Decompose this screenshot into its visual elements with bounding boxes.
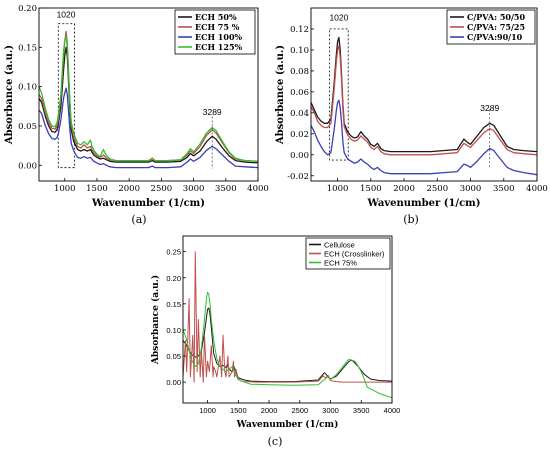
x-tick-label: 1500 (360, 184, 382, 194)
y-tick-label: 0.10 (290, 46, 309, 56)
x-tick-label: 3500 (215, 184, 237, 194)
x-tick-label: 2500 (426, 184, 448, 194)
x-tick-label: 2000 (261, 406, 278, 415)
series-line-ech-100- (39, 87, 258, 169)
legend-entry: C/PVA:90/10 (467, 32, 523, 42)
y-tick-label: 0.15 (166, 300, 181, 309)
y-tick-label: 0.15 (18, 43, 37, 53)
legend-entry: C/PVA: 50/50 (467, 12, 525, 22)
series-line-ech-125- (39, 34, 258, 162)
y-tick-label: 0.05 (18, 122, 37, 132)
legend-entry: ECH (Crosslinker) (324, 250, 385, 259)
peak-annotation: 1020 (329, 13, 348, 23)
panel-b-caption: (b) (403, 213, 419, 226)
x-tick-label: 1000 (327, 184, 349, 194)
plot-frame (182, 235, 393, 404)
x-tick-label: 1000 (199, 406, 216, 415)
y-tick-label: 0.08 (290, 67, 309, 77)
series-line-c-pva-75-25 (311, 45, 537, 156)
peak-highlight-box (57, 23, 75, 169)
plot-frame (38, 7, 259, 182)
legend-entry: C/PVA: 75/25 (467, 22, 525, 32)
y-tick-label: 0.06 (290, 88, 309, 98)
panel-b-chart: 1020 3289 1000 1500 2000 2500 3000 3500 4000 -0.0… (275, 7, 548, 209)
y-tick-label: 0.20 (166, 274, 181, 283)
y-axis-label: Absorbance (a.u.) (275, 45, 286, 145)
y-tick-label: 0.00 (166, 378, 181, 387)
x-tick-label: 4000 (526, 184, 548, 194)
panel-a-caption: (a) (131, 213, 146, 226)
y-tick-label: 0.20 (18, 4, 37, 14)
x-tick-label: 2000 (118, 184, 140, 194)
y-tick-label: 0.04 (290, 109, 309, 119)
x-axis-label: Wavenumber (1/cm) (91, 198, 205, 209)
y-axis-label: Absorbance (a.u.) (150, 275, 161, 365)
x-axis-label: Wavenumber (1/cm) (236, 419, 339, 430)
x-tick-label: 3500 (353, 406, 370, 415)
x-tick-label: 1500 (86, 184, 108, 194)
y-tick-label: 0.00 (290, 151, 309, 161)
peak-annotation: 3289 (480, 103, 499, 113)
y-axis-label: Absorbance (a.u.) (4, 45, 15, 145)
series-line-ech-75- (183, 291, 392, 399)
legend-entry: ECH 75% (324, 259, 357, 268)
y-tick-label: -0.02 (287, 172, 309, 182)
y-tick-label: 0.05 (166, 352, 181, 361)
x-tick-label: 4000 (247, 184, 269, 194)
y-tick-label: 0.10 (166, 326, 181, 335)
x-tick-label: 2500 (151, 184, 173, 194)
x-tick-label: 1500 (230, 406, 247, 415)
y-tick-label: 0.25 (166, 248, 181, 257)
y-tick-label: 0.02 (290, 130, 309, 140)
legend-entry: ECH 50% (195, 12, 237, 22)
x-axis-label: Wavenumber (1/cm) (367, 198, 481, 209)
peak-annotation: 3289 (203, 107, 222, 117)
x-tick-label: 2000 (393, 184, 415, 194)
series-line-c-pva-50-50 (311, 36, 537, 153)
panel-c-chart: 1000 1500 2000 2500 3000 3500 4000 0.00 0.05 0.10… (150, 235, 401, 430)
series-line-ech-crosslinker- (183, 251, 392, 383)
x-tick-label: 1000 (54, 184, 76, 194)
x-tick-label: 3500 (493, 184, 515, 194)
y-tick-label: 0.00 (18, 161, 37, 171)
series-line-ech-50- (39, 46, 258, 164)
y-tick-label: 0.12 (290, 25, 309, 35)
x-tick-label: 4000 (384, 406, 401, 415)
y-tick-label: 0.10 (18, 83, 37, 93)
panel-a-chart: 1020 3289 1000 1500 2000 2500 3000 3500 4000 0.00… (4, 4, 269, 209)
x-tick-label: 3000 (183, 184, 205, 194)
x-tick-label: 3000 (322, 406, 339, 415)
legend-entry: ECH 125% (195, 42, 243, 52)
peak-highlight-box (329, 28, 349, 161)
x-tick-label: 2500 (291, 406, 308, 415)
series-line-c-pva-90-10 (311, 99, 537, 176)
panel-c-caption: (c) (268, 435, 283, 448)
legend-entry: Cellulose (324, 241, 355, 250)
peak-annotation: 1020 (57, 9, 76, 19)
x-tick-label: 3000 (460, 184, 482, 194)
plot-frame (310, 7, 538, 182)
legend-entry: ECH 75 % (195, 22, 240, 32)
legend-entry: ECH 100% (195, 32, 243, 42)
